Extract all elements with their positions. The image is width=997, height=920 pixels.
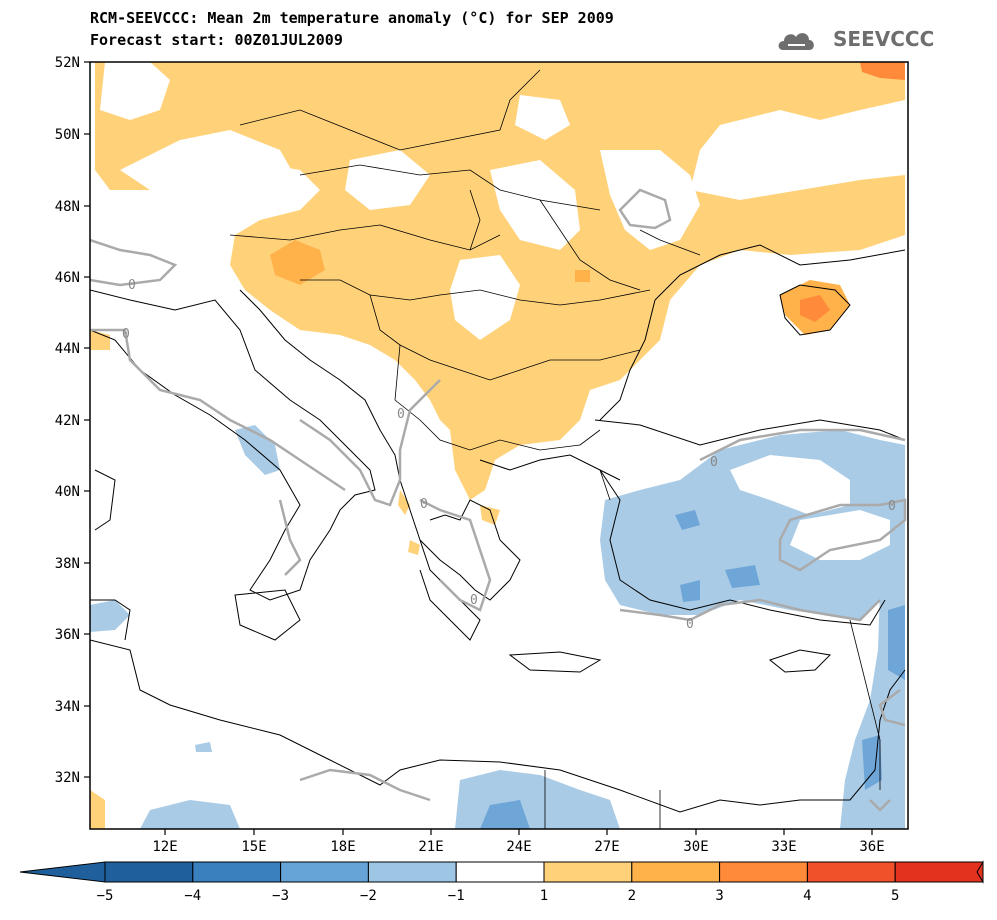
- contour-label: 0: [122, 327, 130, 342]
- colorbar-label: −1: [448, 888, 465, 904]
- lon-tick-label: 24E: [506, 839, 531, 855]
- lat-tick-label: 42N: [55, 413, 80, 429]
- lat-tick-label: 50N: [55, 127, 80, 143]
- colorbar-label: 2: [628, 888, 636, 904]
- colorbar-label: −2: [360, 888, 377, 904]
- contour-label: 0: [888, 499, 896, 514]
- colorbar-swatch: [894, 861, 984, 883]
- lon-tick-label: 18E: [330, 839, 355, 855]
- lat-tick-label: 40N: [55, 484, 80, 500]
- colorbar-swatch: [104, 861, 194, 883]
- lon-tick-label: 33E: [771, 839, 796, 855]
- colorbar-label: 4: [803, 888, 811, 904]
- colorbar-swatch: [367, 861, 457, 883]
- forecast-start-label: Forecast start: 00Z01JUL2009: [90, 31, 343, 49]
- plot-frame: [89, 61, 909, 830]
- lon-tick-label: 15E: [241, 839, 266, 855]
- colorbar-arrow-left: [19, 861, 106, 883]
- lon-tick-label: 21E: [418, 839, 443, 855]
- contour-label: 0: [710, 455, 718, 470]
- colorbar-swatch: [192, 861, 282, 883]
- colorbar-label: 1: [540, 888, 548, 904]
- colorbar-label: −5: [97, 888, 114, 904]
- colorbar-swatch: [631, 861, 721, 883]
- cloud-logo-icon: [778, 33, 814, 50]
- colorbar-swatch: [806, 861, 896, 883]
- lat-tick-label: 44N: [55, 341, 80, 357]
- latitude-axis: 52N 50N 48N 46N 44N 42N 40N 38N 36N 34N 32N: [55, 55, 90, 786]
- colorbar: −5 −4 −3 −2 −1 1 2 3 4 5: [19, 860, 984, 904]
- lat-tick-label: 46N: [55, 270, 80, 286]
- contour-label: 0: [420, 497, 428, 512]
- colorbar-label: 3: [715, 888, 723, 904]
- map-fill: 0 0 0 0 0 0 0 0: [90, 62, 908, 829]
- lon-tick-label: 30E: [683, 839, 708, 855]
- colorbar-label: −3: [272, 888, 289, 904]
- colorbar-arrow-right: [976, 860, 984, 884]
- country-borders: [229, 69, 881, 829]
- contour-label: 0: [470, 593, 478, 608]
- colorbar-label: 5: [891, 888, 899, 904]
- zero-contours: [90, 188, 907, 812]
- colorbar-swatch: [280, 861, 369, 883]
- lon-tick-label: 12E: [152, 839, 177, 855]
- contour-label: 0: [686, 617, 694, 632]
- longitude-axis: 12E 15E 18E 21E 24E 27E 30E 33E 36E: [152, 829, 885, 855]
- lon-tick-label: 36E: [859, 839, 884, 855]
- colorbar-swatch: [719, 861, 808, 883]
- lat-tick-label: 48N: [55, 199, 80, 215]
- warm-spot-austria: [270, 240, 325, 285]
- lat-tick-label: 34N: [55, 699, 80, 715]
- coastlines: [90, 244, 906, 813]
- lat-tick-label: 32N: [55, 770, 80, 786]
- contour-label: 0: [397, 407, 405, 422]
- colorbar-swatch: [543, 861, 633, 883]
- lon-tick-label: 27E: [594, 839, 619, 855]
- colorbar-swatch: [455, 861, 545, 883]
- lat-tick-label: 36N: [55, 627, 80, 643]
- colorbar-label: −4: [184, 888, 201, 904]
- lat-tick-label: 52N: [55, 55, 80, 71]
- chart-title: RCM-SEEVCCC: Mean 2m temperature anomaly…: [90, 9, 614, 27]
- logo-text: SEEVCCC: [833, 27, 935, 51]
- contour-label: 0: [128, 278, 136, 293]
- lat-tick-label: 38N: [55, 556, 80, 572]
- contour-labels: 0 0 0 0 0 0 0 0: [122, 278, 896, 632]
